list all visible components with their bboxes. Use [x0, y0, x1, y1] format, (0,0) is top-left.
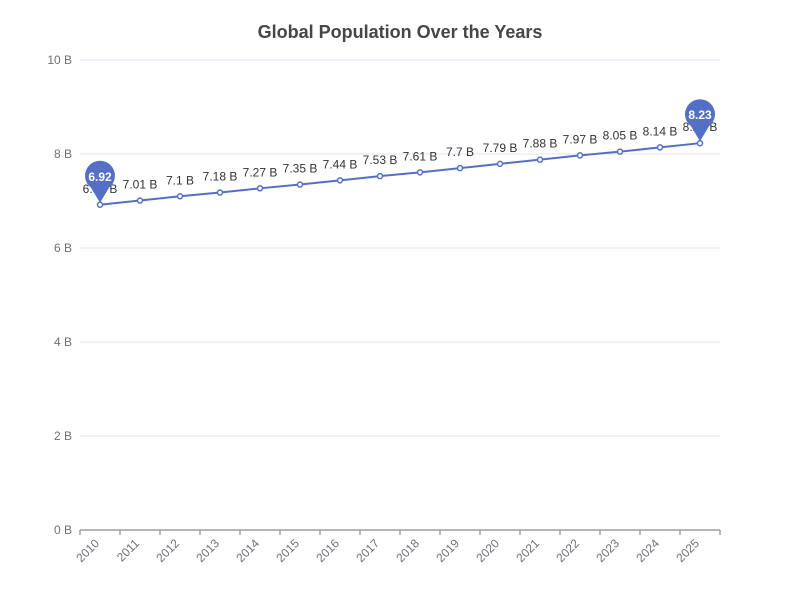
data-label: 7.79 B [483, 141, 518, 155]
data-label: 7.61 B [403, 149, 438, 163]
data-point[interactable] [336, 177, 344, 184]
x-tick-label: 2010 [73, 536, 102, 565]
data-point[interactable] [416, 169, 424, 176]
data-point[interactable] [696, 139, 704, 147]
grid-lines [80, 59, 720, 437]
data-point[interactable] [256, 185, 264, 192]
data-point[interactable] [96, 201, 104, 209]
data-point[interactable] [296, 181, 304, 188]
data-point[interactable] [616, 148, 624, 155]
data-point[interactable] [376, 172, 384, 180]
series-line [99, 142, 701, 206]
x-tick-label: 2022 [553, 536, 582, 565]
data-label: 8.14 B [643, 124, 678, 138]
data-label: 7.7 B [446, 145, 474, 159]
x-tick-label: 2017 [353, 536, 382, 565]
x-tick-label: 2020 [473, 536, 502, 565]
x-tick-label: 2015 [273, 536, 302, 565]
x-tick-label: 2016 [313, 536, 342, 565]
x-tick-label: 2019 [433, 536, 462, 565]
data-point[interactable] [656, 144, 664, 151]
data-label: 7.97 B [563, 132, 598, 146]
x-tick-label: 2021 [513, 536, 542, 565]
data-label: 7.88 B [523, 137, 558, 151]
x-tick-label: 2012 [153, 536, 182, 565]
data-label: 7.27 B [243, 165, 278, 179]
x-tick-label: 2024 [633, 536, 662, 565]
y-tick-label: 2 B [54, 429, 72, 443]
data-labels: 6.92 B7.01 B7.1 B7.18 B7.27 B7.35 B7.44 … [83, 120, 718, 196]
marker-pin: 6.92 [85, 160, 115, 203]
data-label: 8.05 B [603, 129, 638, 143]
marker-pins: 6.92 8.23 [85, 99, 715, 203]
x-tick-label: 2018 [393, 536, 422, 565]
pin-label: 8.23 [688, 108, 712, 122]
pin-label: 6.92 [88, 170, 112, 184]
pin-shape [685, 99, 715, 142]
data-label: 7.1 B [166, 173, 194, 187]
data-label: 7.35 B [283, 162, 318, 176]
y-tick-label: 10 B [47, 53, 72, 67]
data-label: 7.18 B [203, 170, 238, 184]
data-point[interactable] [456, 164, 464, 172]
data-point[interactable] [576, 152, 584, 159]
y-tick-label: 0 B [54, 523, 72, 537]
x-tick-label: 2013 [193, 536, 222, 565]
x-tick-label: 2014 [233, 536, 262, 565]
y-tick-label: 8 B [54, 147, 72, 161]
chart-title: Global Population Over the Years [258, 22, 543, 42]
data-point[interactable] [216, 189, 224, 196]
marker-pin: 8.23 [685, 99, 715, 142]
series-population [96, 139, 704, 209]
x-tick-label: 2025 [673, 536, 702, 565]
data-label: 7.01 B [123, 178, 158, 192]
pin-shape [85, 160, 115, 203]
y-tick-label: 6 B [54, 241, 72, 255]
data-point[interactable] [136, 197, 144, 204]
data-point[interactable] [176, 193, 184, 200]
data-point[interactable] [536, 156, 544, 163]
data-label: 7.53 B [363, 153, 398, 167]
data-point[interactable] [496, 160, 504, 168]
data-label: 7.44 B [323, 157, 358, 171]
x-tick-label: 2023 [593, 536, 622, 565]
y-tick-label: 4 B [54, 335, 72, 349]
x-tick-label: 2011 [114, 536, 142, 564]
